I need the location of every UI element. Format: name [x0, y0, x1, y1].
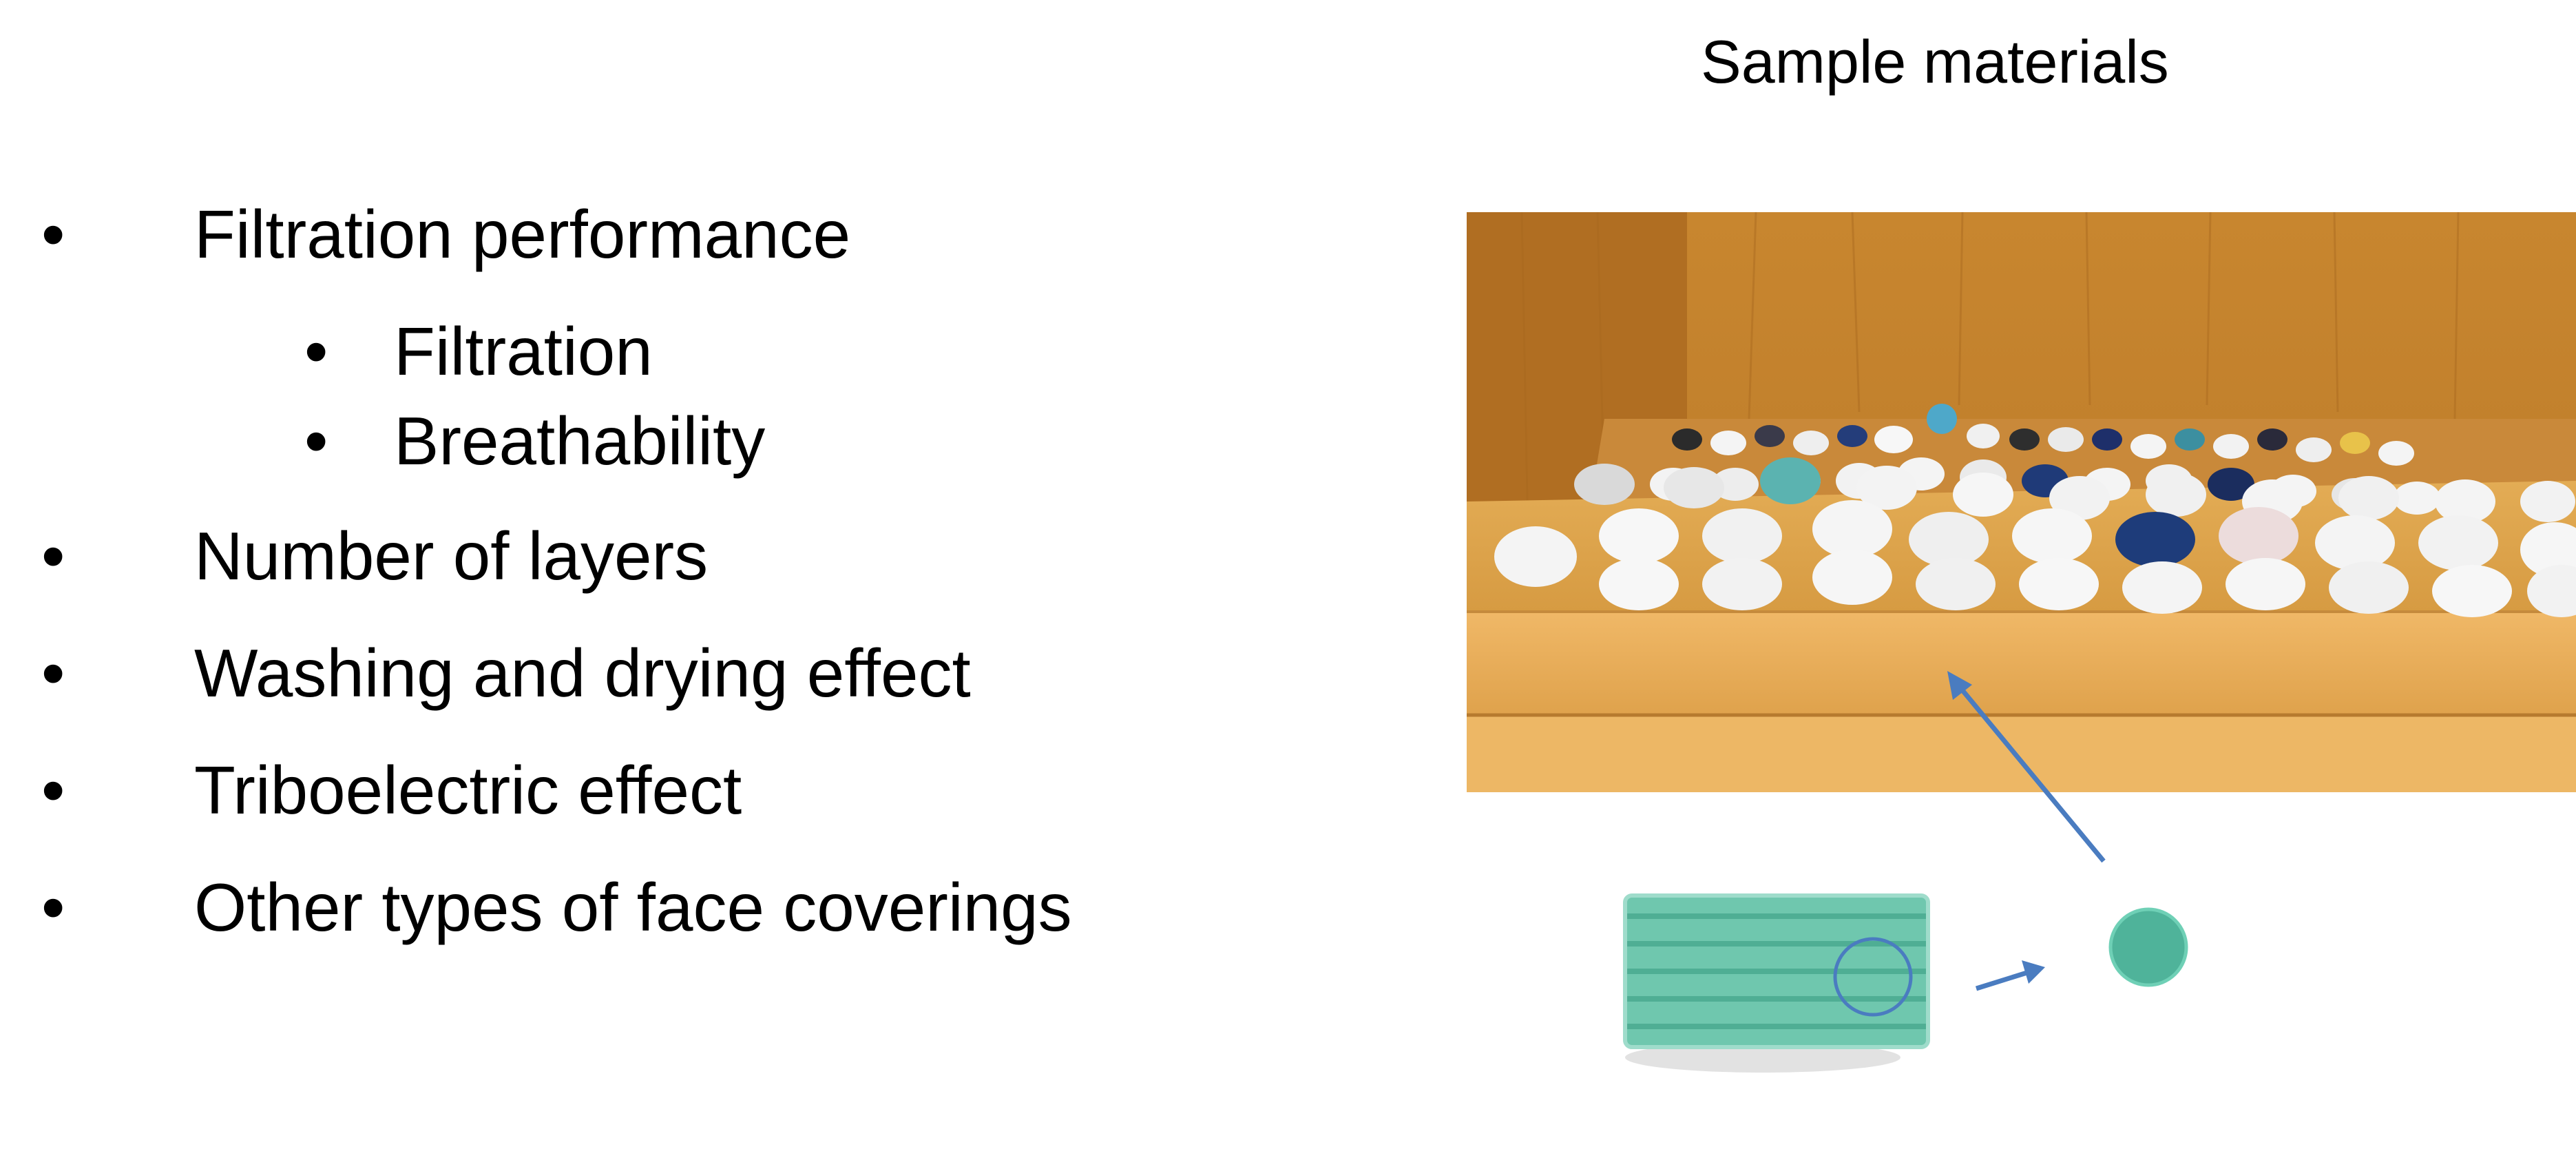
bullet-text: Other types of face coverings	[194, 869, 1072, 945]
bullet-dot-icon: •	[41, 196, 65, 272]
bullet-dot-icon: •	[304, 403, 328, 479]
bullet-dot-icon: •	[41, 869, 65, 945]
bullet-dot-icon: •	[304, 313, 328, 389]
arrow-to-shelf-icon	[1947, 671, 2106, 863]
bullet-dot-icon: •	[41, 635, 65, 711]
sample-shelf-photo	[1467, 212, 2576, 792]
bullet-text: Washing and drying effect	[194, 635, 971, 711]
mask-sample-illustration	[1623, 893, 2188, 1073]
image-caption: Sample materials	[1701, 28, 2169, 96]
bullet-text: Triboelectric effect	[194, 752, 742, 828]
bullet-dot-icon: •	[41, 518, 65, 594]
bullet-dot-icon: •	[41, 752, 65, 828]
bullet-text: Filtration	[394, 313, 653, 389]
bullet-text: Breathability	[394, 403, 766, 479]
bullet-text: Filtration performance	[194, 196, 851, 272]
bullet-text: Number of layers	[194, 518, 709, 594]
